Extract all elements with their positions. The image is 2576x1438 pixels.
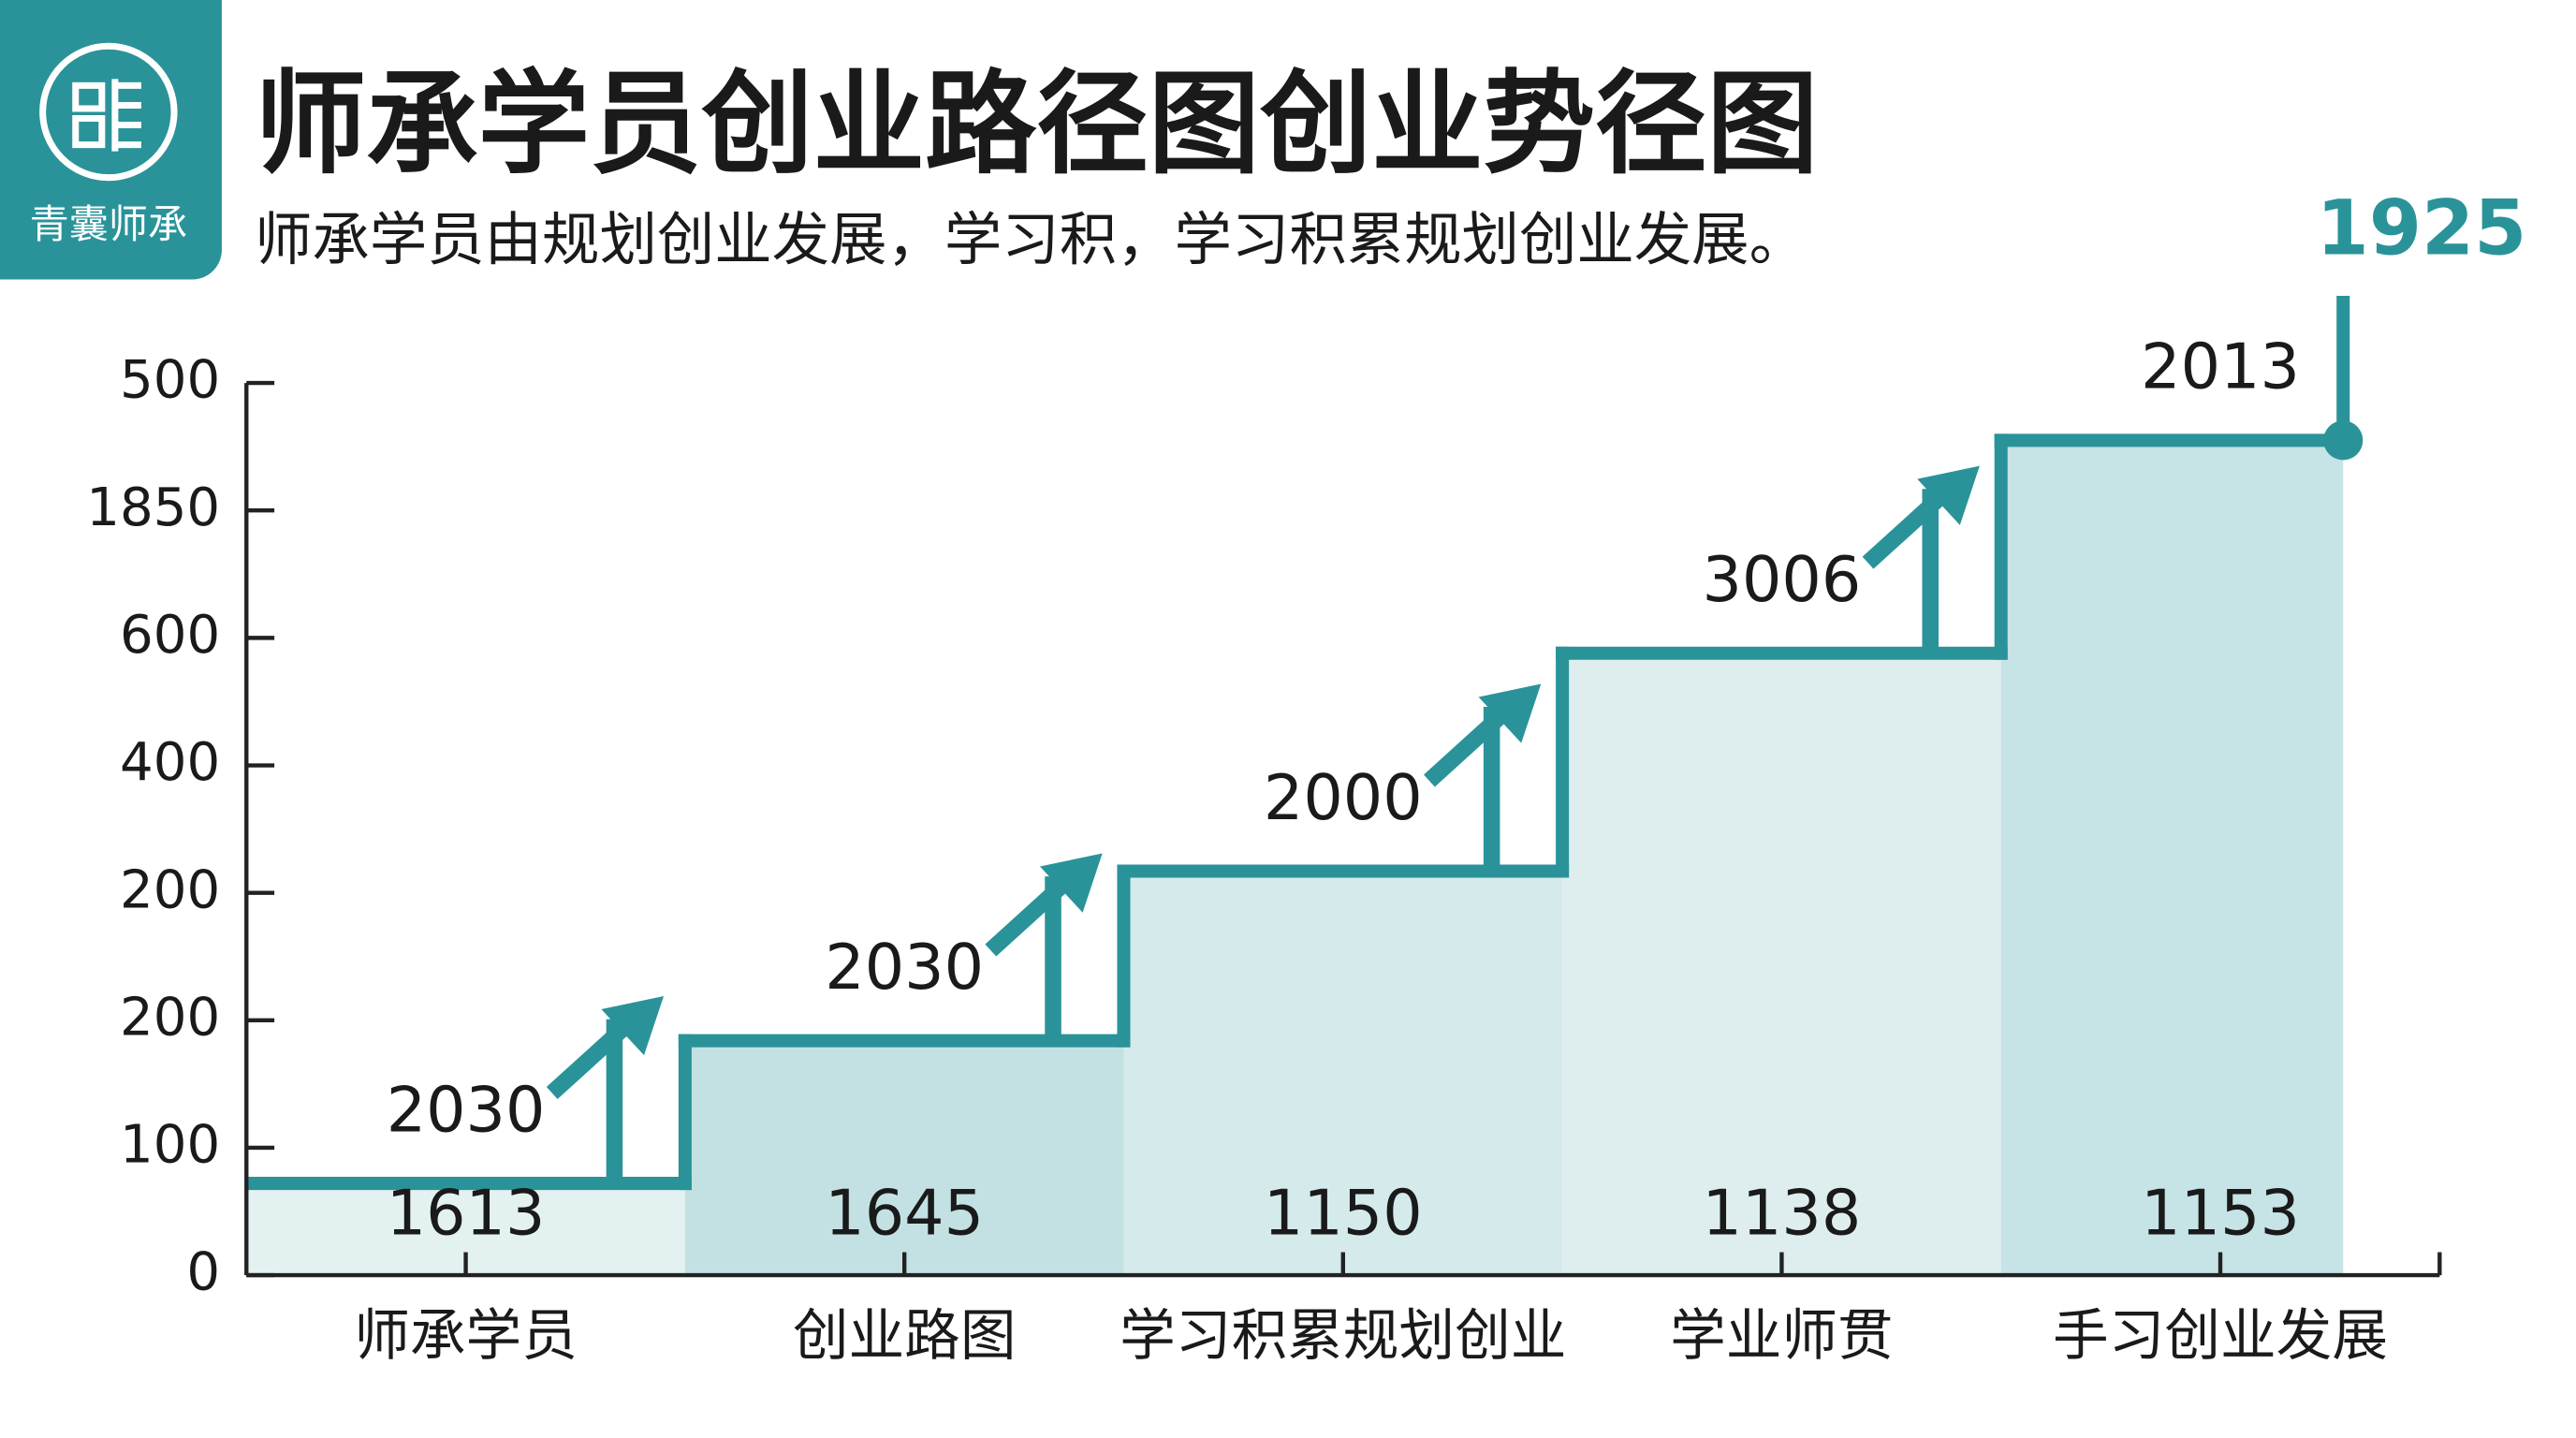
- step-label: 2030: [825, 931, 984, 1004]
- y-tick-label: 0: [186, 1242, 220, 1303]
- base-label: 1645: [825, 1177, 984, 1250]
- x-tick-label: 创业路图: [793, 1304, 1017, 1369]
- y-tick-label: 500: [120, 350, 220, 411]
- end-marker: [2323, 420, 2364, 461]
- step-bar: [1123, 871, 1563, 1276]
- y-tick-label: 600: [120, 605, 220, 666]
- base-label: 1138: [1703, 1177, 1862, 1250]
- brand: 青囊师承: [30, 201, 187, 247]
- step-label: 2013: [2141, 330, 2300, 404]
- base-label: 1153: [2141, 1177, 2300, 1250]
- arrow-head: [1478, 683, 1542, 743]
- y-tick-label: 400: [120, 732, 220, 793]
- arrow-head: [1039, 853, 1103, 913]
- step-label: 2030: [387, 1073, 546, 1146]
- logo-icon: [39, 42, 178, 182]
- y-tick-label: 1850: [86, 477, 220, 538]
- y-tick-label: 200: [120, 987, 220, 1048]
- step-label: 2000: [1264, 761, 1423, 834]
- x-tick-label: 师承学员: [354, 1304, 578, 1369]
- chart-title: 师承学员创业路径图创业势径图: [255, 59, 1819, 189]
- x-tick-label: 手习创业发展: [2053, 1304, 2388, 1369]
- step-bar: [684, 1040, 1124, 1276]
- chart-subtitle: 师承学员由规划创业发展，学习积，学习积累规划创业发展。: [255, 207, 1807, 273]
- arrow-head: [1917, 465, 1980, 525]
- x-tick-label: 学业师贯: [1670, 1304, 1894, 1369]
- arrow-head: [601, 995, 665, 1056]
- y-tick-label: 200: [120, 859, 220, 920]
- base-label: 1150: [1264, 1177, 1423, 1250]
- end-label: 1925: [2317, 184, 2527, 272]
- logo-glyph: [72, 79, 141, 152]
- step-bar: [1562, 653, 2001, 1276]
- x-tick-label: 学习积累规划创业: [1120, 1304, 1566, 1369]
- base-label: 1613: [387, 1177, 546, 1250]
- step-bar: [2000, 440, 2344, 1276]
- y-tick-label: 100: [120, 1115, 220, 1176]
- step-label: 3006: [1703, 543, 1862, 616]
